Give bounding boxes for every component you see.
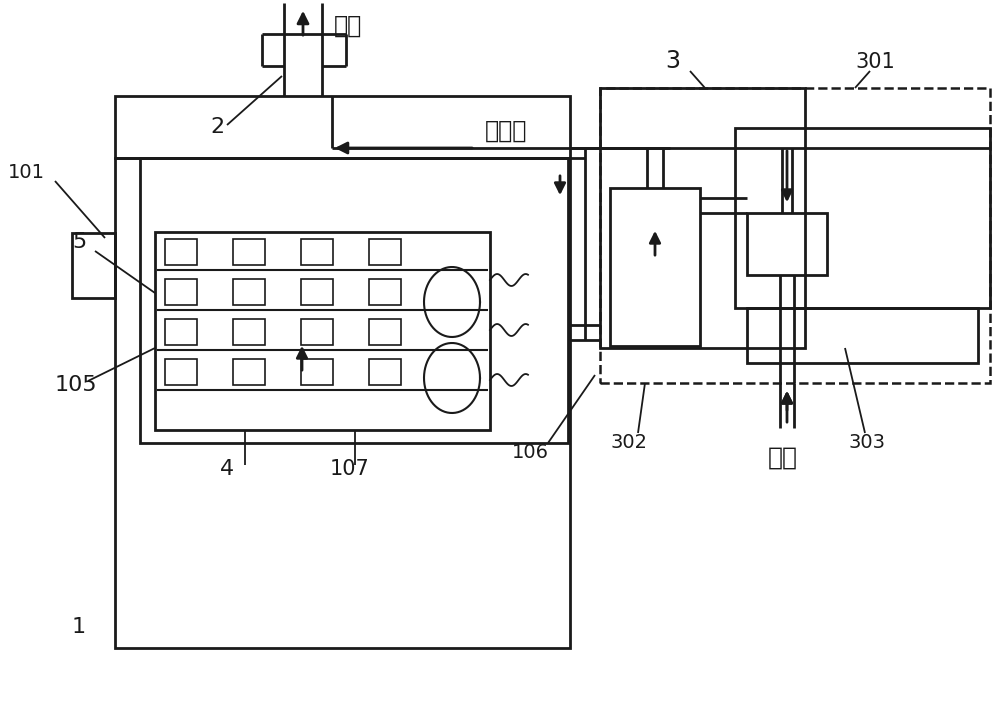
Text: 302: 302	[610, 433, 647, 452]
Text: 101: 101	[8, 163, 45, 182]
Bar	[233, 239, 265, 265]
Bar	[115, 96, 570, 158]
Bar	[600, 88, 990, 383]
Bar	[165, 279, 197, 305]
Bar	[72, 233, 115, 298]
Bar	[735, 128, 990, 308]
Bar	[747, 308, 978, 363]
Text: 2: 2	[210, 117, 224, 137]
Text: 5: 5	[72, 232, 86, 252]
Bar	[369, 359, 401, 385]
Text: 301: 301	[855, 52, 895, 72]
Text: 3: 3	[665, 49, 680, 73]
Bar	[600, 88, 805, 348]
Bar	[233, 319, 265, 345]
Text: 尾气: 尾气	[334, 14, 362, 38]
Bar	[155, 232, 490, 430]
Bar	[301, 319, 333, 345]
Text: 氮气: 氮气	[768, 446, 798, 470]
Bar	[165, 239, 197, 265]
Bar	[369, 239, 401, 265]
Text: 1: 1	[72, 617, 86, 637]
Bar	[747, 213, 827, 275]
Bar	[165, 359, 197, 385]
Bar	[369, 319, 401, 345]
Text: 107: 107	[330, 459, 370, 479]
Bar	[165, 319, 197, 345]
Bar	[140, 158, 568, 443]
Bar	[610, 188, 700, 346]
Text: 303: 303	[848, 433, 885, 452]
Bar	[301, 279, 333, 305]
Bar	[301, 359, 333, 385]
Bar	[233, 359, 265, 385]
Text: 105: 105	[55, 375, 98, 395]
Text: 4: 4	[220, 459, 234, 479]
Bar	[301, 239, 333, 265]
Bar	[369, 279, 401, 305]
Bar	[115, 158, 570, 648]
Text: 106: 106	[512, 443, 549, 462]
Text: 天然气: 天然气	[485, 119, 527, 143]
Bar	[233, 279, 265, 305]
